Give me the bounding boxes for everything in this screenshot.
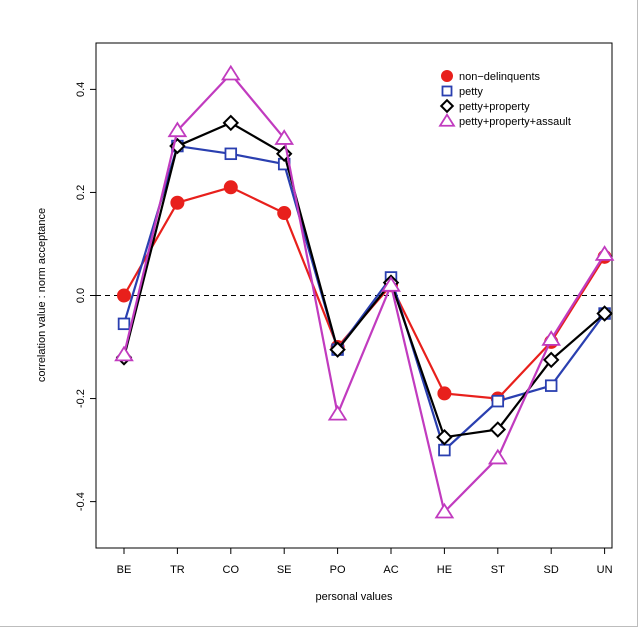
data-point-petty-property-assault-se [274,129,295,145]
y-tick-label: -0.4 [75,492,87,511]
legend-marker-petty-property [439,98,455,114]
data-point-non-delinquents-se [277,206,292,221]
legend-label-petty-property: petty+property [459,101,530,113]
x-axis-label: personal values [315,591,393,603]
x-tick-label-sd: SD [544,564,559,576]
x-tick-label-tr: TR [170,564,185,576]
data-point-petty-property-assault-st [487,448,508,465]
data-point-petty-property-he [436,428,453,446]
series-petty [117,139,611,457]
data-point-petty-property-po [329,341,346,358]
data-point-petty-property-co [222,114,240,132]
x-tick-label-se: SE [277,564,292,576]
data-point-non-delinquents-he [437,386,452,401]
data-point-petty-he [438,443,451,457]
x-tick-label-ac: AC [383,564,398,576]
y-tick-label: 0.4 [75,82,87,97]
legend-label-non-delinquents: non−delinquents [459,71,541,83]
data-point-petty-sd [544,379,558,392]
data-point-petty-property-assault-tr [167,121,188,138]
legend-label-petty: petty [459,86,483,98]
legend-marker-petty [441,85,453,97]
data-point-non-delinquents-be [117,288,131,303]
data-point-petty-st [491,394,505,408]
data-point-non-delinquents-tr [170,195,185,210]
legend-marker-non-delinquents [441,70,453,82]
data-point-petty-property-st [489,421,507,438]
series-line-petty [122,144,606,453]
y-axis-label: correlation value : norm acceptance [36,208,48,382]
y-tick-label: 0.2 [75,185,87,200]
data-point-non-delinquents-co [223,180,238,195]
series-line-petty-property-assault [122,72,606,515]
x-tick-label-he: HE [437,564,452,576]
x-tick-label-po: PO [330,564,346,576]
data-point-petty-property-assault-po [327,404,348,421]
series-petty-property-assault [114,64,615,519]
data-point-petty-property-assault-co [220,64,241,81]
data-point-petty-be [117,317,131,331]
data-point-petty-property-assault-he [434,502,455,519]
legend-marker-petty-property-assault [438,112,456,127]
x-tick-label-st: ST [491,564,505,576]
y-tick-label: 0.0 [75,288,87,303]
x-tick-label-be: BE [117,564,132,576]
data-point-petty-property-assault-un [594,245,615,261]
data-point-petty-property-assault-be [114,345,134,362]
series-petty-property [115,114,613,446]
data-point-petty-property-assault-sd [541,330,562,346]
x-tick-label-co: CO [223,564,240,576]
data-point-petty-property-assault-ac [381,276,401,292]
x-tick-label-un: UN [597,564,613,576]
series-line-non-delinquents [123,186,606,400]
data-point-petty-property-un [596,305,613,322]
series-line-petty-property [122,121,606,439]
data-point-petty-property-sd [542,351,560,369]
data-point-petty-co [224,147,238,161]
legend-label-petty-property-assault: petty+property+assault [459,116,571,128]
y-tick-label: -0.2 [75,389,87,408]
